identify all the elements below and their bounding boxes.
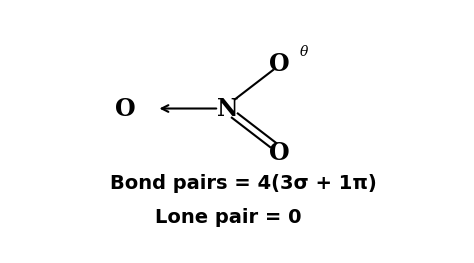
Text: Bond pairs = 4(3σ + 1π): Bond pairs = 4(3σ + 1π) bbox=[109, 174, 376, 193]
Text: θ: θ bbox=[300, 45, 308, 59]
Text: N: N bbox=[218, 97, 239, 120]
Text: O: O bbox=[115, 97, 136, 120]
Text: O: O bbox=[269, 141, 290, 165]
Text: O: O bbox=[269, 52, 290, 76]
Text: Lone pair = 0: Lone pair = 0 bbox=[155, 208, 301, 227]
